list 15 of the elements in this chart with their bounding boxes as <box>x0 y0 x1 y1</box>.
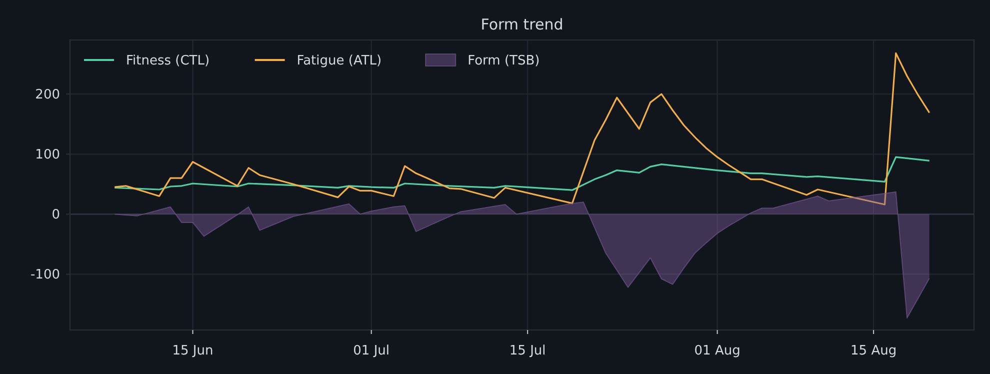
y-tick-label: 0 <box>52 208 60 223</box>
y-tick-label: 100 <box>35 148 60 163</box>
x-tick-label: 01 Aug <box>694 344 740 359</box>
legend-label: Form (TSB) <box>468 54 540 69</box>
x-tick-label: 15 Aug <box>850 344 897 359</box>
legend-label: Fatigue (ATL) <box>296 54 382 69</box>
legend-label: Fitness (CTL) <box>126 54 210 69</box>
chart-title: Form trend <box>480 15 564 34</box>
x-tick-label: 01 Jul <box>353 344 390 359</box>
line-series <box>114 52 930 206</box>
line-series <box>114 156 930 191</box>
y-tick-label: -100 <box>30 268 60 283</box>
x-tick-label: 15 Jul <box>509 344 546 359</box>
x-tick-label: 15 Jun <box>172 344 214 359</box>
y-tick-label: 200 <box>35 88 60 103</box>
